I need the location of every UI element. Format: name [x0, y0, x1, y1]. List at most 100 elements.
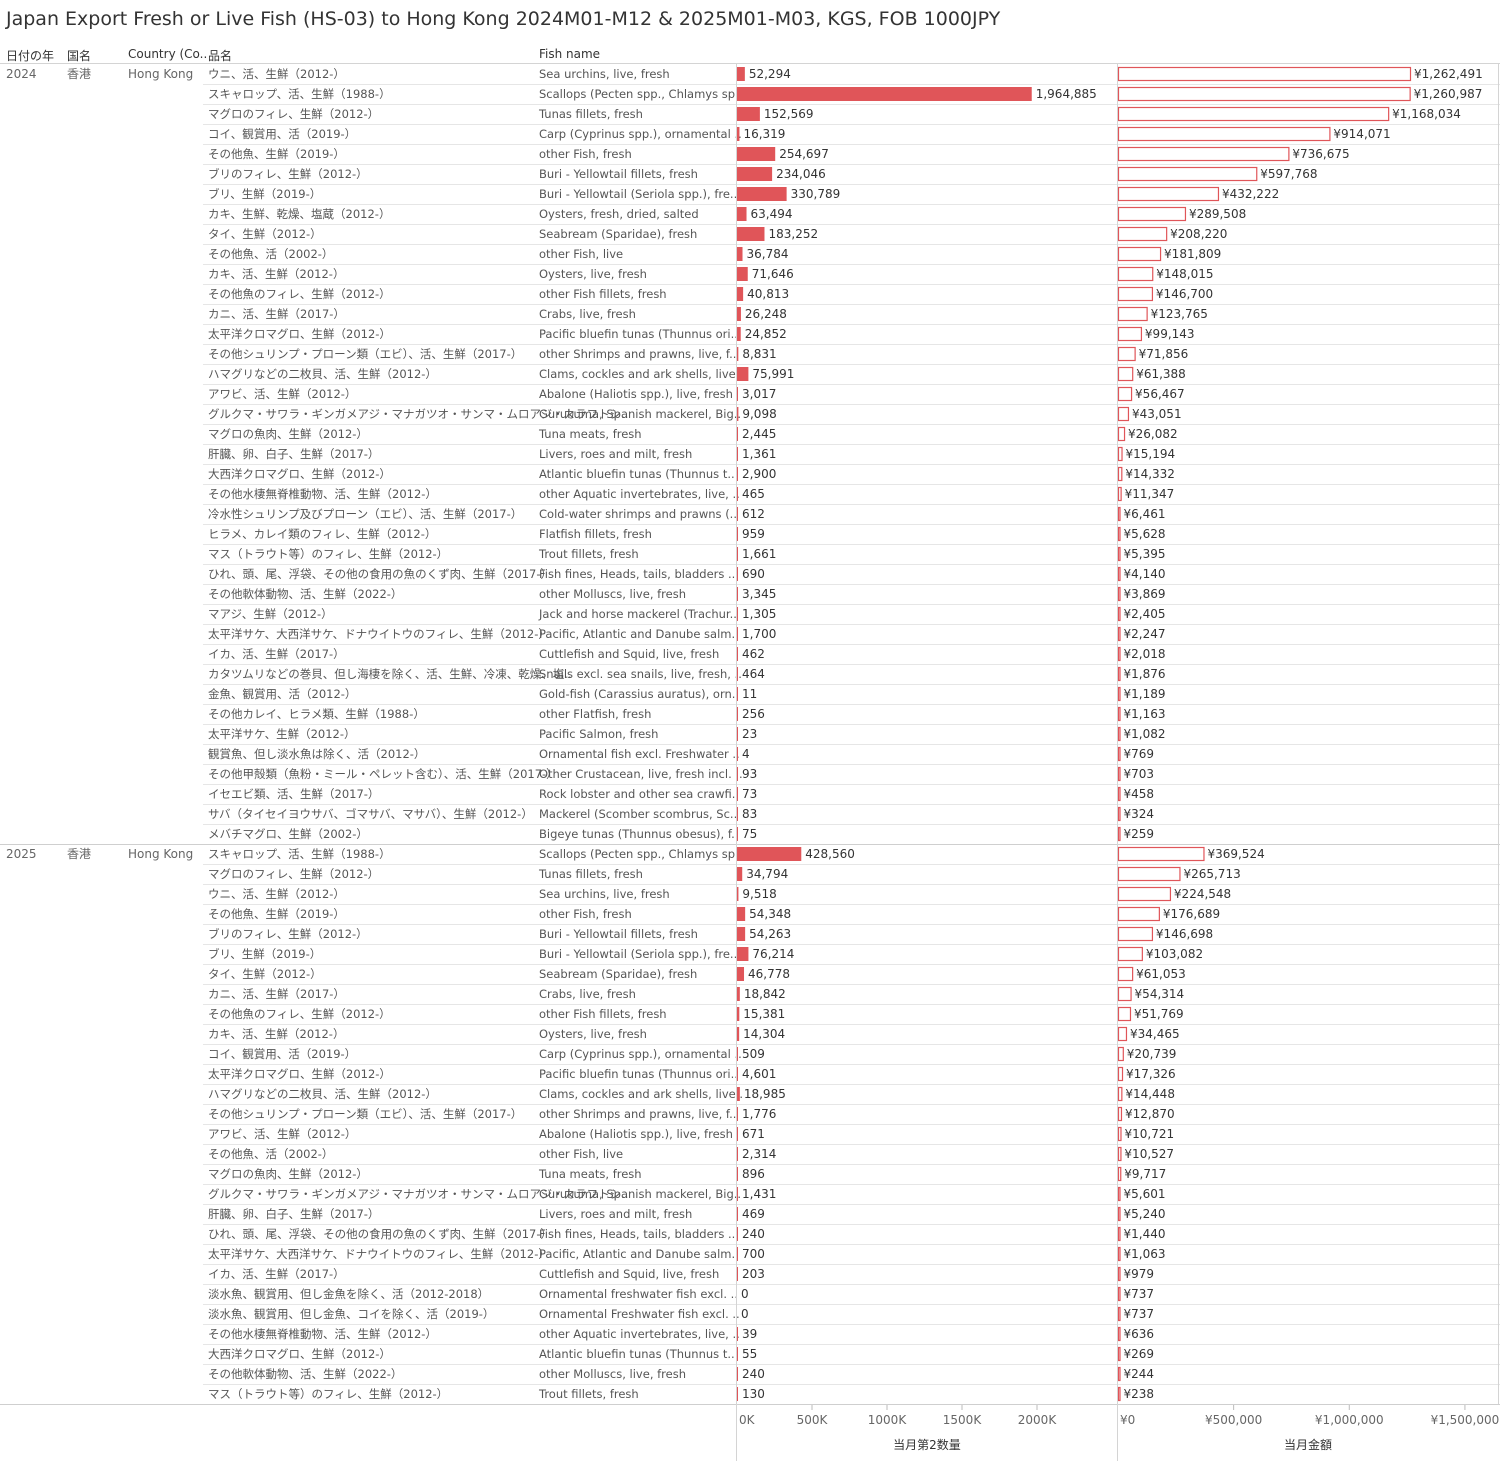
- item-jp-label: その他水棲無脊椎動物、活、生鮮（2012-）: [208, 487, 437, 501]
- qty-bar: [737, 1227, 738, 1241]
- qty-value-label: 83: [742, 807, 757, 821]
- fish-name-label: Scallops (Pecten spp., Chlamys sp..: [539, 847, 742, 861]
- item-jp-label: 太平洋クロマグロ、生鮮（2012-）: [208, 1067, 391, 1081]
- amt-bar: [1117, 646, 1121, 662]
- amt-bar: [1117, 1286, 1121, 1302]
- amt-value-label: ¥43,051: [1132, 407, 1182, 421]
- fish-name-label: Tunas fillets, fresh: [538, 107, 643, 121]
- amt-value-label: ¥703: [1124, 767, 1155, 781]
- fish-name-label: Crabs, live, fresh: [539, 307, 636, 321]
- qty-bar: [737, 1207, 738, 1221]
- fish-name-label: Oysters, live, fresh: [539, 1027, 647, 1041]
- qty-value-label: 75: [742, 827, 757, 841]
- amt-bar: [1117, 1346, 1121, 1362]
- item-jp-label: ウニ、活、生鮮（2012-）: [208, 887, 345, 901]
- qty-value-label: 671: [742, 1127, 765, 1141]
- fish-name-label: Livers, roes and milt, fresh: [539, 447, 692, 461]
- qty-value-label: 1,431: [742, 1187, 776, 1201]
- qty-bar: [737, 1107, 738, 1121]
- qty-value-label: 612: [742, 507, 765, 521]
- qty-value-label: 3,345: [742, 587, 776, 601]
- qty-value-label: 75,991: [752, 367, 794, 381]
- fish-name-label: Pacific Salmon, fresh: [539, 727, 658, 741]
- qty-value-label: 1,964,885: [1036, 87, 1097, 101]
- item-jp-label: タイ、生鮮（2012-）: [208, 967, 322, 981]
- item-jp-label: その他甲殻類（魚粉・ミール・ペレット含む）、活、生鮮（2017-）: [208, 767, 558, 781]
- header-fish-name[interactable]: Fish name: [539, 47, 601, 61]
- qty-value-label: 4,601: [742, 1067, 776, 1081]
- amt-bar: [1117, 726, 1121, 742]
- qty-bar: [737, 1387, 738, 1401]
- item-jp-label: マス（トラウト等）のフィレ、生鮮（2012-）: [208, 1387, 448, 1401]
- qty-bar: [737, 627, 738, 641]
- item-jp-label: マス（トラウト等）のフィレ、生鮮（2012-）: [208, 547, 448, 561]
- fish-name-label: Tunas fillets, fresh: [538, 867, 643, 881]
- amt-bar: [1117, 1206, 1121, 1222]
- amt-value-label: ¥3,869: [1124, 587, 1166, 601]
- qty-bar: [737, 867, 743, 881]
- qty-value-label: 52,294: [749, 67, 791, 81]
- amt-bar: [1117, 1366, 1121, 1382]
- amt-value-label: ¥34,465: [1130, 1027, 1180, 1041]
- item-jp-label: その他魚、生鮮（2019-）: [208, 907, 345, 921]
- amt-bar: [1117, 166, 1258, 182]
- header-country-jp[interactable]: 国名: [67, 49, 92, 63]
- amt-value-label: ¥769: [1124, 747, 1155, 761]
- item-jp-label: その他魚のフィレ、生鮮（2012-）: [208, 1007, 391, 1021]
- item-jp-label: その他魚のフィレ、生鮮（2012-）: [208, 287, 391, 301]
- amt-bar: [1117, 1186, 1121, 1202]
- qty-axis-tick-label: 1500K: [943, 1413, 983, 1427]
- amt-value-label: ¥4,140: [1124, 567, 1166, 581]
- amt-bar: [1117, 1306, 1121, 1322]
- year-label: 2024: [6, 67, 37, 81]
- qty-value-label: 3,017: [742, 387, 776, 401]
- fish-name-label: Cuttlefish and Squid, live, fresh: [539, 647, 719, 661]
- amt-bar: [1117, 706, 1121, 722]
- item-jp-label: その他軟体動物、活、生鮮（2022-）: [208, 1367, 402, 1381]
- qty-bar: [737, 127, 740, 141]
- qty-value-label: 24,852: [745, 327, 787, 341]
- qty-bar: [737, 1007, 740, 1021]
- amt-value-label: ¥737: [1124, 1307, 1155, 1321]
- fish-name-label: Jack and horse mackerel (Trachur..: [538, 607, 737, 621]
- fish-name-label: Buri - Yellowtail (Seriola spp.), fre..: [539, 947, 737, 961]
- qty-value-label: 203: [742, 1267, 765, 1281]
- fish-name-label: other Shrimps and prawns, live, f..: [539, 347, 736, 361]
- amt-value-label: ¥636: [1124, 1327, 1155, 1341]
- item-jp-label: タイ、生鮮（2012-）: [208, 227, 322, 241]
- amt-value-label: ¥51,769: [1134, 1007, 1184, 1021]
- amt-value-label: ¥6,461: [1124, 507, 1166, 521]
- header-country-en[interactable]: Country (Co..: [128, 47, 208, 61]
- qty-value-label: 14,304: [743, 1027, 785, 1041]
- fish-name-label: Pacific, Atlantic and Danube salm..: [539, 627, 739, 641]
- item-jp-label: その他水棲無脊椎動物、活、生鮮（2012-）: [208, 1327, 437, 1341]
- qty-bar: [737, 207, 747, 221]
- qty-value-label: 465: [742, 487, 765, 501]
- amt-value-label: ¥1,168,034: [1392, 107, 1461, 121]
- amt-value-label: ¥9,717: [1124, 1167, 1166, 1181]
- fish-name-label: Tuna meats, fresh: [538, 427, 642, 441]
- qty-value-label: 1,700: [742, 627, 776, 641]
- item-jp-label: 金魚、観賞用、活（2012-）: [208, 687, 356, 701]
- fish-name-label: Atlantic bluefin tunas (Thunnus t..: [539, 467, 735, 481]
- fish-name-label: Atlantic bluefin tunas (Thunnus t..: [539, 1347, 735, 1361]
- qty-value-label: 509: [742, 1047, 765, 1061]
- qty-bar: [737, 307, 741, 321]
- qty-bar: [737, 467, 738, 481]
- qty-value-label: 18,842: [744, 987, 786, 1001]
- amt-value-label: ¥12,870: [1125, 1107, 1175, 1121]
- header-year[interactable]: 日付の年: [6, 49, 55, 63]
- item-jp-label: 太平洋サケ、大西洋サケ、ドナウイトウのフィレ、生鮮（2012-）: [208, 1247, 550, 1261]
- amt-value-label: ¥181,809: [1164, 247, 1221, 261]
- fish-name-label: Seabream (Sparidae), fresh: [539, 967, 697, 981]
- header-item-jp[interactable]: 品名: [208, 49, 233, 63]
- amt-bar: [1117, 506, 1121, 522]
- item-jp-label: その他魚、活（2002-）: [208, 1147, 333, 1161]
- amt-value-label: ¥238: [1124, 1387, 1155, 1401]
- fish-name-label: other Fish, live: [539, 247, 623, 261]
- fish-name-label: Flatfish fillets, fresh: [539, 527, 652, 541]
- fish-name-label: Rock lobster and other sea crawfi..: [539, 787, 739, 801]
- fish-name-label: other Fish fillets, fresh: [539, 287, 667, 301]
- qty-value-label: 256: [742, 707, 765, 721]
- fish-name-label: Trout fillets, fresh: [538, 1387, 639, 1401]
